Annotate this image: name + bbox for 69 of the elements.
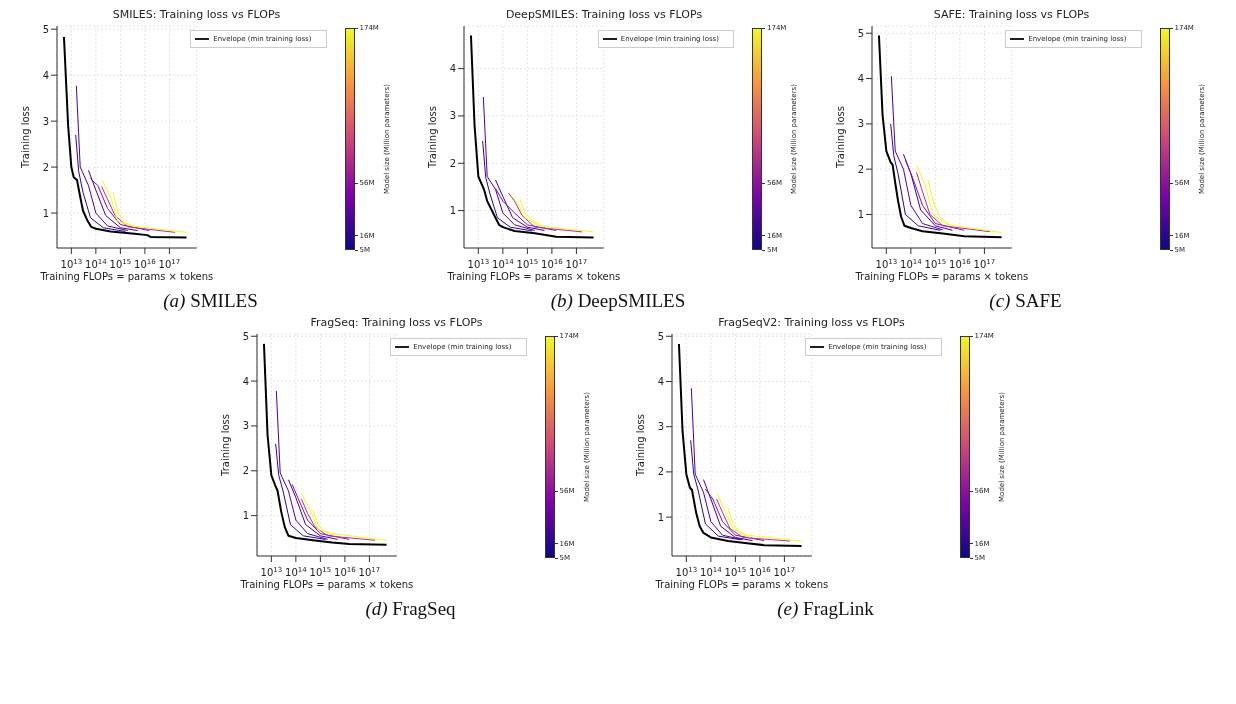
y-tick-label: 4 bbox=[857, 73, 864, 85]
y-tick-label: 4 bbox=[657, 376, 664, 388]
y-tick-label: 2 bbox=[42, 161, 49, 173]
x-tick-label: 10$^{14}$ bbox=[84, 258, 107, 270]
x-tick-label: 10$^{14}$ bbox=[492, 258, 515, 270]
x-tick-label: 10$^{13}$ bbox=[467, 258, 490, 270]
x-tick-label: 10$^{14}$ bbox=[699, 566, 722, 578]
y-tick-label: 4 bbox=[449, 63, 456, 75]
y-tick-label: 3 bbox=[449, 110, 456, 122]
text: (d) FragSeq bbox=[365, 598, 456, 620]
x-tick-label: 10$^{15}$ bbox=[109, 258, 131, 270]
y-tick-label: 5 bbox=[42, 23, 49, 35]
text: (e) FragLink bbox=[777, 598, 874, 620]
y-axis-title: Training loss bbox=[634, 414, 646, 477]
x-tick-label: 10$^{16}$ bbox=[133, 258, 156, 270]
y-tick-label: 5 bbox=[657, 330, 664, 342]
chart-title: SAFE: Training loss vs FLOPs bbox=[932, 8, 1091, 23]
text: (c) SAFE bbox=[989, 290, 1062, 312]
x-axis-title: Training FLOPs = params × tokens bbox=[38, 271, 213, 282]
x-tick-label: 10$^{15}$ bbox=[309, 566, 331, 578]
x-tick-label: 10$^{17}$ bbox=[565, 258, 588, 270]
chart-title: DeepSMILES: Training loss vs FLOPs bbox=[504, 8, 704, 23]
x-tick-label: 10$^{15}$ bbox=[724, 566, 746, 578]
y-tick-label: 3 bbox=[242, 420, 249, 432]
x-tick-label: 10$^{17}$ bbox=[773, 566, 795, 578]
y-tick-label: 4 bbox=[42, 69, 49, 81]
y-tick-label: 4 bbox=[242, 375, 249, 387]
y-tick-label: 1 bbox=[857, 209, 864, 221]
x-tick-label: 10$^{16}$ bbox=[333, 566, 356, 578]
y-tick-label: 1 bbox=[42, 207, 49, 219]
y-tick-label: 1 bbox=[449, 205, 456, 217]
chart-title: FragSeq: Training loss vs FLOPs bbox=[309, 316, 484, 331]
text: (b) DeepSMILES bbox=[550, 290, 686, 312]
x-tick-label: 10$^{17}$ bbox=[358, 566, 380, 578]
y-tick-label: 5 bbox=[242, 330, 249, 342]
y-axis-title: Training loss bbox=[426, 106, 438, 169]
x-axis-title: Training FLOPs = params × tokens bbox=[853, 271, 1028, 282]
x-tick-label: 10$^{14}$ bbox=[899, 258, 922, 270]
x-tick-label: 10$^{13}$ bbox=[60, 258, 82, 270]
x-tick-label: 10$^{17}$ bbox=[158, 258, 180, 270]
x-tick-label: 10$^{16}$ bbox=[748, 566, 771, 578]
x-tick-label: 10$^{16}$ bbox=[541, 258, 564, 270]
chart-title: FragSeqV2: Training loss vs FLOPs bbox=[717, 316, 906, 331]
x-tick-label: 10$^{13}$ bbox=[675, 566, 697, 578]
y-tick-label: 1 bbox=[242, 510, 249, 522]
x-axis-title: Training FLOPs = params × tokens bbox=[238, 579, 413, 590]
x-tick-label: 10$^{15}$ bbox=[924, 258, 946, 270]
chart-title: SMILES: Training loss vs FLOPs bbox=[111, 8, 282, 23]
x-axis-title: Training FLOPs = params × tokens bbox=[653, 579, 828, 590]
y-tick-label: 5 bbox=[857, 27, 864, 39]
y-axis-title: Training loss bbox=[19, 106, 31, 169]
x-tick-label: 10$^{15}$ bbox=[516, 258, 539, 270]
x-tick-label: 10$^{17}$ bbox=[973, 258, 995, 270]
x-tick-label: 10$^{16}$ bbox=[948, 258, 971, 270]
y-tick-label: 3 bbox=[42, 115, 49, 127]
y-tick-label: 2 bbox=[242, 465, 249, 477]
y-axis-title: Training loss bbox=[219, 414, 231, 477]
y-tick-label: 2 bbox=[857, 163, 864, 175]
x-axis-title: Training FLOPs = params × tokens bbox=[446, 271, 621, 282]
y-tick-label: 2 bbox=[449, 157, 456, 169]
x-tick-label: 10$^{14}$ bbox=[284, 566, 307, 578]
y-tick-label: 3 bbox=[657, 421, 664, 433]
text: (a) SMILES bbox=[163, 290, 258, 312]
x-tick-label: 10$^{13}$ bbox=[875, 258, 897, 270]
y-tick-label: 2 bbox=[657, 466, 664, 478]
x-tick-label: 10$^{13}$ bbox=[260, 566, 282, 578]
y-tick-label: 1 bbox=[657, 511, 664, 523]
y-tick-label: 3 bbox=[857, 118, 864, 130]
y-axis-title: Training loss bbox=[834, 106, 846, 169]
